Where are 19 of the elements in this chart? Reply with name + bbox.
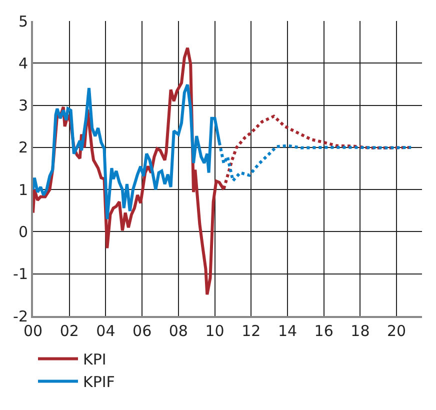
y-tick-label: 4 <box>18 54 28 72</box>
y-tick-label: -1 <box>13 265 28 284</box>
x-tick-label: 08 <box>168 322 188 340</box>
legend-label: KPIF <box>83 373 115 392</box>
x-tick-label: 06 <box>132 322 152 340</box>
y-tick-label: 1 <box>18 180 28 199</box>
x-tick-label: 12 <box>242 322 261 340</box>
legend-label: KPI <box>83 350 106 369</box>
x-tick-label: 10 <box>205 322 224 340</box>
y-tick-label: 5 <box>18 12 28 30</box>
x-tick-label: 18 <box>350 322 370 340</box>
x-tick-label: 04 <box>96 322 116 340</box>
x-tick-label: 16 <box>314 322 334 340</box>
x-tick-label: 20 <box>387 322 406 340</box>
y-tick-label: 3 <box>18 96 28 115</box>
x-tick-label: 14 <box>278 322 298 340</box>
x-tick-label: 02 <box>60 322 79 340</box>
y-tick-label: 2 <box>18 138 28 157</box>
y-tick-label: 0 <box>18 222 28 241</box>
